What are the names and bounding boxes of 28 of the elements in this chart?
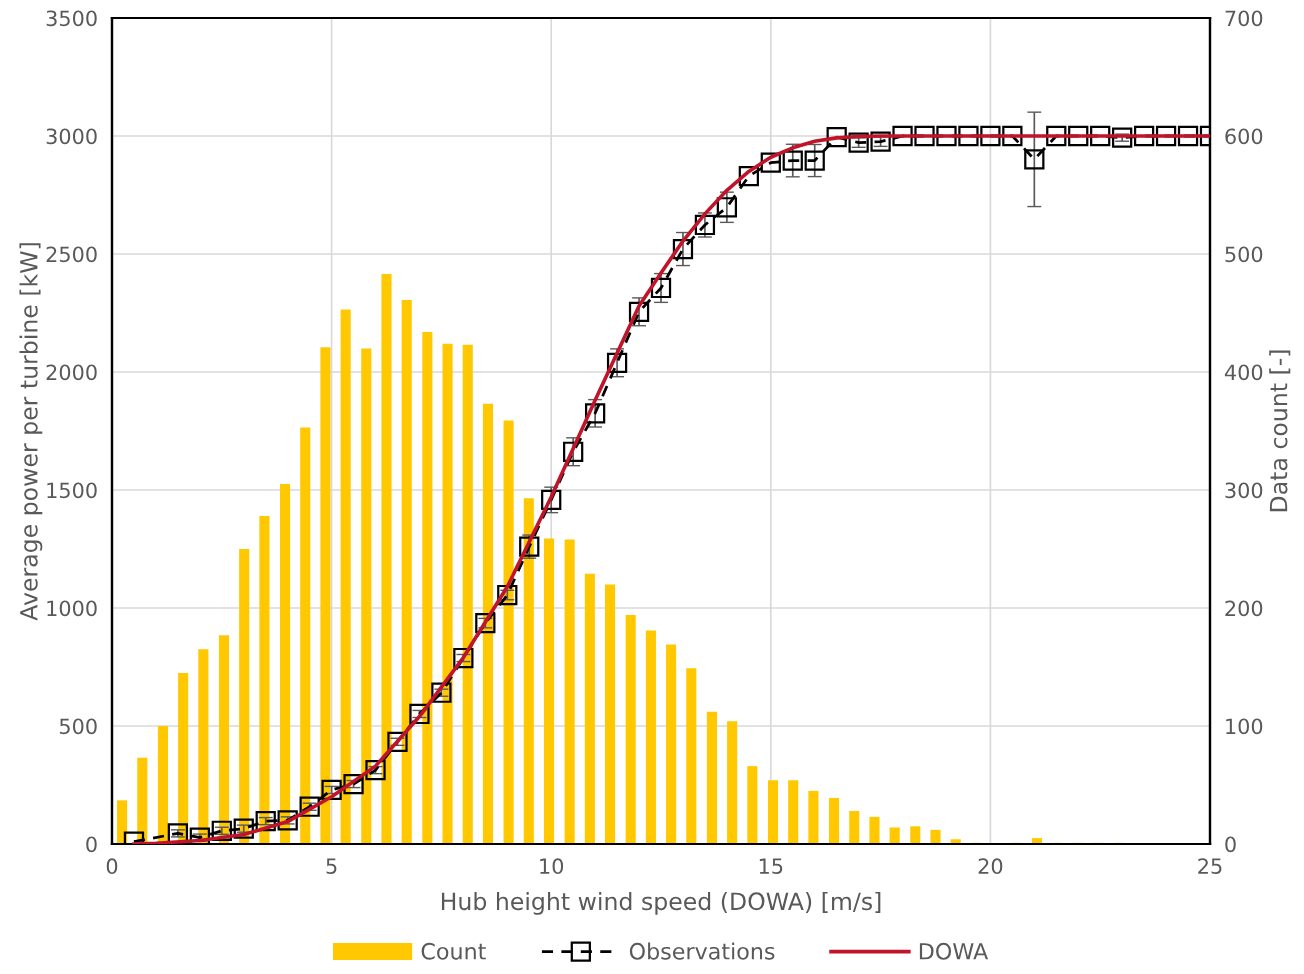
y2-tick-label: 0 <box>1225 836 1236 853</box>
legend-label: DOWA <box>919 942 989 960</box>
legend-label: Observations <box>629 942 775 960</box>
y2-tick-label: 300 <box>1225 482 1263 499</box>
y-tick-label: 1500 <box>47 482 97 499</box>
y-tick-label: 2000 <box>46 364 97 381</box>
y-axis-title: Average power per turbine [kW] <box>19 243 43 621</box>
x-tick-label: 5 <box>326 858 337 875</box>
y2-tick-label: 400 <box>1224 364 1263 381</box>
y-tick-label: 500 <box>59 718 97 735</box>
x-axis-title: Hub height wind speed (DOWA) [m/s] <box>441 891 881 915</box>
x-tick-label: 25 <box>1198 858 1222 875</box>
x-tick-label: 20 <box>978 858 1003 875</box>
y2-tick-label: 700 <box>1225 10 1263 27</box>
x-tick-label: 0 <box>106 858 118 875</box>
y2-axis-title: Data count [-] <box>1269 350 1291 512</box>
y-tick-label: 2500 <box>46 246 97 263</box>
y-tick-label: 3000 <box>46 128 97 145</box>
y-tick-label: 0 <box>86 836 97 853</box>
x-tick-label: 10 <box>540 858 564 875</box>
y-tick-label: 3500 <box>46 10 97 27</box>
legend-label: Count <box>421 942 486 960</box>
y2-tick-label: 600 <box>1225 128 1263 145</box>
y2-tick-label: 200 <box>1225 600 1263 617</box>
y2-tick-label: 500 <box>1225 246 1263 263</box>
y-tick-label: 1000 <box>47 600 97 617</box>
y2-tick-label: 100 <box>1226 718 1263 735</box>
x-tick-label: 15 <box>759 858 783 875</box>
